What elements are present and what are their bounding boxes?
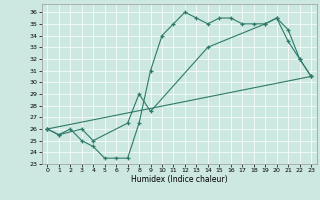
X-axis label: Humidex (Indice chaleur): Humidex (Indice chaleur) [131, 175, 228, 184]
